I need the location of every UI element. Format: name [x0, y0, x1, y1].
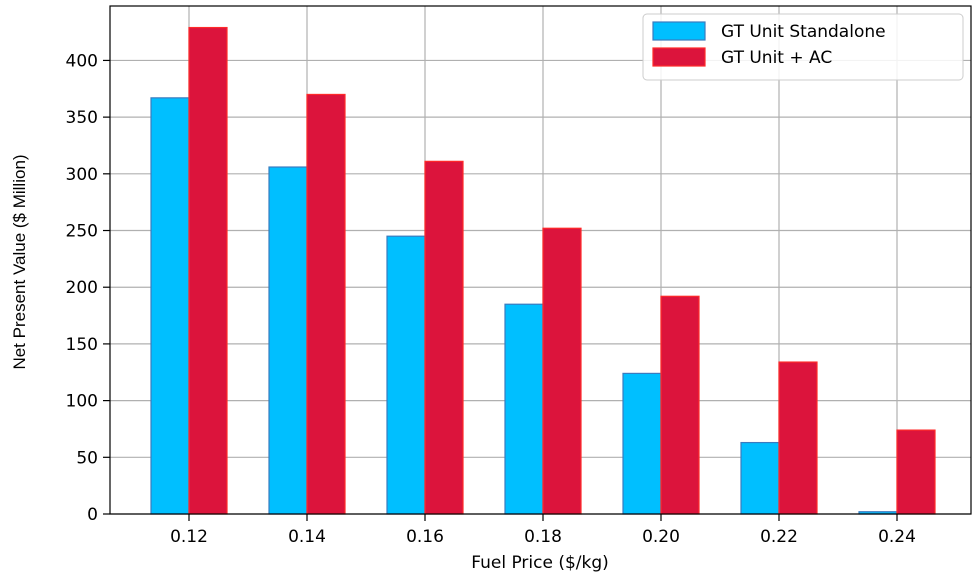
y-tick-label: 0	[87, 505, 98, 525]
bar-with-ac-0.24	[896, 429, 936, 515]
bar-with-ac-0.12	[188, 26, 228, 515]
plot-frame	[109, 5, 972, 515]
y-tick-label: 300	[66, 165, 98, 185]
legend-swatch	[652, 21, 706, 41]
legend-label: GT Unit + AC	[721, 48, 832, 68]
x-axis: 0.12 0.14 0.16 0.18 0.20 0.22 0.24	[170, 514, 916, 547]
bar-standalone-0.16	[386, 235, 426, 515]
bar-with-ac-0.18	[542, 227, 582, 515]
legend-box	[642, 13, 964, 81]
x-tick-label: 0.16	[406, 527, 444, 547]
bar-standalone-0.14	[268, 166, 308, 515]
x-tick-label: 0.12	[170, 527, 208, 547]
x-tick-label: 0.14	[288, 527, 326, 547]
bar-with-ac-0.22	[778, 361, 818, 515]
x-tick-label: 0.20	[642, 527, 680, 547]
legend-label: GT Unit Standalone	[721, 22, 886, 42]
y-tick-label: 50	[76, 448, 98, 468]
bar-standalone-0.12	[150, 97, 190, 515]
bar-standalone-0.22	[740, 441, 780, 515]
legend-swatch	[652, 47, 706, 67]
bar-standalone-0.18	[504, 303, 544, 515]
x-axis-label: Fuel Price ($/kg)	[471, 553, 609, 573]
x-tick-label: 0.22	[760, 527, 798, 547]
y-tick-label: 200	[66, 278, 98, 298]
x-tick-label: 0.18	[524, 527, 562, 547]
bar-with-ac-0.20	[660, 295, 700, 515]
bar-with-ac-0.14	[306, 93, 346, 515]
y-tick-label: 250	[66, 222, 98, 242]
y-axis: 0 50 100 150 200 250 300 350 400	[66, 51, 110, 525]
bar-standalone-0.20	[622, 372, 662, 515]
y-tick-label: 350	[66, 108, 98, 128]
bar-with-ac-0.16	[424, 160, 464, 515]
x-tick-label: 0.24	[878, 527, 916, 547]
legend: GT Unit Standalone GT Unit + AC	[642, 13, 964, 81]
y-tick-label: 150	[66, 335, 98, 355]
y-axis-label: Net Present Value ($ Million)	[10, 154, 29, 369]
y-tick-label: 100	[66, 392, 98, 412]
bars	[150, 26, 936, 515]
y-tick-label: 400	[66, 51, 98, 71]
